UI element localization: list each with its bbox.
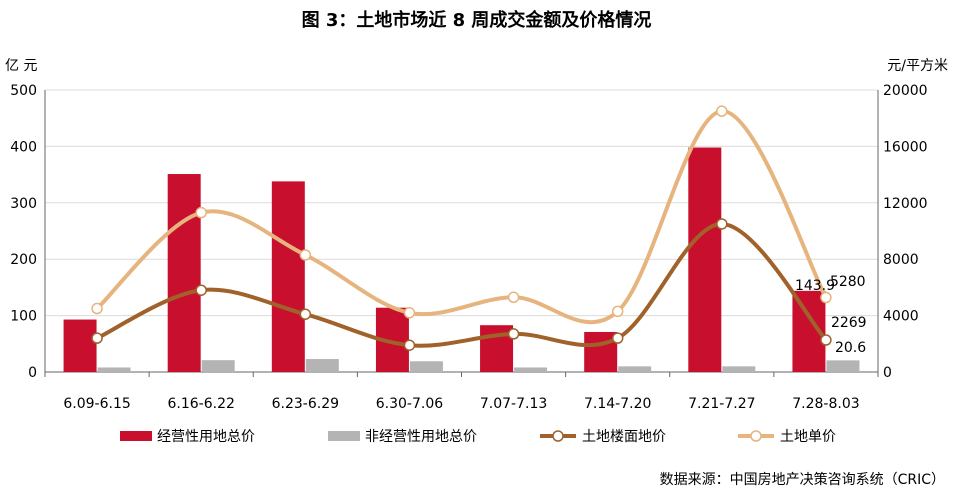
- left-axis-unit: 亿 元: [5, 58, 37, 74]
- line-point: [91, 332, 103, 344]
- bar: [305, 359, 339, 372]
- x-tick-label: 6.16-6.22: [167, 396, 234, 412]
- left-tick-label: 300: [10, 196, 37, 212]
- right-tick-label: 4000: [883, 309, 919, 325]
- left-tick-label: 200: [10, 252, 37, 268]
- line-point: [403, 307, 416, 319]
- line-point: [507, 291, 520, 304]
- bar: [826, 360, 860, 372]
- left-tick-label: 500: [10, 83, 37, 99]
- x-tick-label: 7.14-7.20: [584, 396, 651, 412]
- left-tick-label: 100: [10, 309, 37, 325]
- source-note: 数据来源：中国房地产决策咨询系统（CRIC）: [659, 472, 945, 488]
- line-point: [716, 105, 728, 117]
- line-point: [507, 328, 520, 340]
- legend-label: 土地单价: [780, 429, 836, 445]
- line-point: [611, 332, 624, 344]
- bar: [618, 366, 652, 372]
- line-point: [299, 308, 312, 320]
- legend-label: 非经营性用地总价: [365, 429, 477, 445]
- line-point: [820, 291, 832, 304]
- x-tick-label: 7.21-7.27: [688, 396, 755, 412]
- bar: [722, 366, 756, 372]
- x-tick-label: 6.09-6.15: [63, 396, 130, 412]
- chart-title: 图 3：土地市场近 8 周成交金额及价格情况: [301, 10, 652, 31]
- right-axis-unit: 元/平方米: [887, 58, 948, 74]
- bar: [97, 367, 131, 372]
- line-point: [195, 206, 207, 219]
- bar: [63, 319, 97, 372]
- left-tick-label: 0: [28, 365, 37, 381]
- left-tick-label: 400: [10, 139, 37, 155]
- bar: [584, 331, 618, 372]
- right-tick-label: 16000: [883, 139, 928, 155]
- legend-label: 土地楼面地价: [582, 429, 666, 445]
- data-label: 5280: [830, 274, 866, 290]
- line-point: [820, 334, 832, 346]
- x-tick-label: 6.30-7.06: [376, 396, 443, 412]
- right-tick-label: 12000: [883, 196, 928, 212]
- data-label: 20.6: [835, 340, 866, 356]
- line-point: [716, 218, 728, 230]
- right-tick-label: 20000: [883, 83, 928, 99]
- data-label: 143.9: [795, 278, 835, 294]
- bar: [409, 361, 443, 372]
- x-tick-label: 7.28-8.03: [792, 396, 859, 412]
- bar: [514, 367, 548, 372]
- line-point: [299, 249, 312, 261]
- bar: [688, 147, 722, 372]
- legend-marker: [552, 430, 564, 442]
- line-point: [195, 284, 207, 296]
- bar: [167, 174, 201, 372]
- line-point: [91, 302, 103, 315]
- legend-label: 经营性用地总价: [157, 429, 255, 445]
- legend-swatch: [120, 431, 152, 441]
- bar: [201, 360, 235, 372]
- data-label: 2269: [831, 315, 867, 331]
- bar: [271, 181, 305, 372]
- x-tick-label: 7.07-7.13: [480, 396, 547, 412]
- right-tick-label: 8000: [883, 252, 919, 268]
- line-point: [403, 339, 416, 351]
- legend-swatch: [328, 431, 360, 441]
- x-tick-label: 6.23-6.29: [272, 396, 339, 412]
- line-point: [611, 305, 624, 318]
- right-tick-label: 0: [883, 365, 892, 381]
- legend-marker: [750, 430, 762, 442]
